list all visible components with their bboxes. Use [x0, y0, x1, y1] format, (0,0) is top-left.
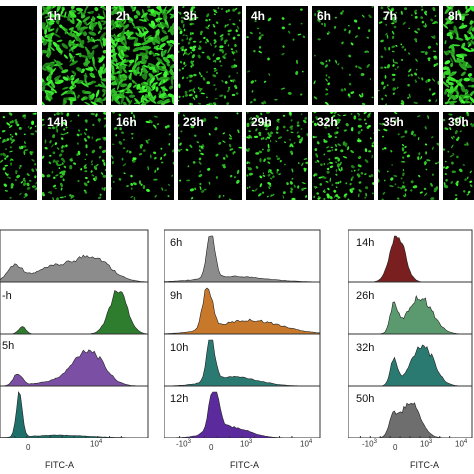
micro-tile-label: 8h	[448, 9, 463, 23]
micro-tile-label: 3h	[183, 9, 198, 23]
micro-tile-label: 32h	[317, 115, 338, 129]
micro-tile-row1-2: 2h	[111, 6, 174, 105]
axis-title-left: FITC-A	[45, 460, 74, 470]
svg-left-histogram-1	[0, 290, 149, 335]
hist-label-right-4: 50h	[356, 393, 375, 405]
micro-tile-row2-2: 16h	[111, 112, 174, 200]
micro-tile-label: 1h	[47, 9, 62, 23]
micro-tile-row1-3: 3h	[178, 6, 242, 105]
tick-mid-0: -103	[176, 439, 191, 449]
micro-tile-label: 29h	[251, 115, 272, 129]
micro-tile-label: 2h	[116, 9, 131, 23]
svg-mid-histogram-3	[164, 391, 320, 438]
micro-tile-row1-4: 4h	[246, 6, 308, 105]
micro-tile-row2-4: 29h	[246, 112, 308, 200]
micro-tile-row1-6: 7h	[378, 6, 439, 105]
svg-left-histogram-0	[0, 254, 149, 283]
tick-left-1: 104	[90, 439, 103, 449]
hist-label-left-3: 5h	[2, 340, 15, 352]
tick-mid-2: 103	[240, 439, 253, 449]
micro-tile-row2-3: 23h	[178, 112, 242, 200]
tick-mid-3: 104	[300, 439, 313, 449]
micro-tile-row2-0	[0, 112, 37, 200]
micro-tile-label: 16h	[116, 115, 137, 129]
micro-tile-row1-7: 8h	[443, 6, 474, 105]
svg-left-histogram-2	[0, 349, 148, 387]
micro-tile-label: 4h	[251, 9, 266, 23]
svg-mid-histogram-0	[164, 235, 321, 283]
micro-tile-row2-5: 32h	[312, 112, 374, 200]
tick-left-0: 0	[26, 443, 31, 452]
micro-tile-label: 6h	[317, 9, 332, 23]
micro-tile-row2-1: 14h	[42, 112, 106, 200]
hist-label-middle-2: 9h	[170, 290, 183, 302]
micro-tile-label: 7h	[383, 9, 398, 23]
svg-left-histogram-3	[0, 391, 148, 438]
hist-label-right-2: 26h	[356, 290, 375, 302]
tick-right-0: -103	[362, 439, 377, 449]
micro-tile-row2-6: 35h	[378, 112, 439, 200]
tick-right-2: 103	[420, 439, 433, 449]
hist-label-middle-4: 12h	[170, 393, 189, 405]
micro-tile-row1-5: 6h	[312, 6, 374, 105]
tick-mid-1: 0	[209, 443, 214, 452]
histogram-stack-middle	[164, 229, 321, 438]
tick-right-3: 104	[455, 439, 468, 449]
histogram-stack-left	[0, 229, 149, 438]
axis-title-middle: FITC-A	[230, 460, 259, 470]
micro-tile-row2-7: 39h	[443, 112, 474, 200]
micro-tile-label: 35h	[383, 115, 404, 129]
micro-tile-row1-0	[0, 6, 37, 105]
flow-panel-middle	[164, 226, 322, 438]
axis-title-right: FITC-A	[410, 460, 439, 470]
flow-panel-left	[0, 226, 150, 438]
hist-label-left-2: -h	[2, 290, 12, 302]
hist-label-right-1: 14h	[356, 237, 375, 249]
micro-tile-label: 39h	[448, 115, 469, 129]
hist-label-right-3: 32h	[356, 342, 375, 354]
hist-label-middle-3: 10h	[170, 342, 189, 354]
svg-right-histogram-3	[348, 402, 472, 438]
tick-right-1: 0	[393, 443, 398, 452]
micro-tile-row1-1: 1h	[42, 6, 106, 105]
micro-tile-label: 23h	[183, 115, 204, 129]
histogram-stack-right	[348, 229, 473, 438]
svg-mid-histogram-1	[164, 287, 321, 335]
hist-label-middle-1: 6h	[170, 237, 183, 249]
micro-tile-label: 14h	[47, 115, 68, 129]
flow-panel-right	[348, 226, 474, 438]
